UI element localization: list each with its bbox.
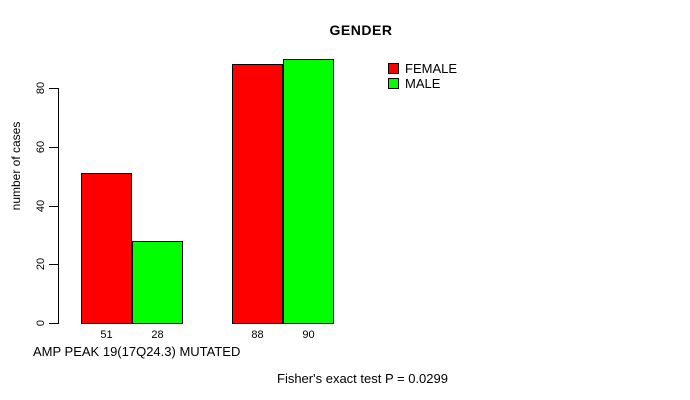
- x-axis-label: AMP PEAK 19(17Q24.3) MUTATED: [33, 344, 241, 359]
- bar-female-group-2: [232, 64, 283, 324]
- female-color-swatch: [388, 63, 399, 74]
- y-tick-mark: [49, 264, 58, 266]
- bar-value-label: 51: [100, 329, 113, 341]
- y-tick-mark: [49, 146, 58, 148]
- y-axis-label: number of cases: [9, 121, 23, 211]
- y-tick-label: 0: [35, 319, 47, 327]
- bar-value-label: 28: [151, 329, 164, 341]
- stat-annotation: Fisher's exact test P = 0.0299: [277, 371, 448, 386]
- y-tick-label: 40: [35, 199, 47, 212]
- bar-value-label: 88: [251, 329, 264, 341]
- y-tick-label: 80: [35, 81, 47, 95]
- bar-male-group-1: [132, 241, 183, 324]
- legend-label: MALE: [405, 76, 441, 91]
- y-axis-line: [58, 88, 59, 324]
- y-tick-label: 20: [35, 258, 47, 271]
- chart-title: GENDER: [329, 22, 393, 38]
- bar-female-group-1: [81, 173, 132, 324]
- legend-item: MALE: [388, 76, 457, 91]
- y-tick-label: 60: [35, 140, 47, 153]
- male-color-swatch: [388, 78, 399, 89]
- y-tick-mark: [49, 323, 58, 324]
- bar-male-group-2: [283, 59, 334, 324]
- legend: FEMALE MALE: [388, 61, 457, 91]
- y-tick-mark: [49, 88, 58, 89]
- bar-value-label: 90: [302, 329, 315, 341]
- legend-label: FEMALE: [405, 61, 458, 76]
- y-tick-mark: [49, 205, 58, 207]
- legend-item: FEMALE: [388, 61, 457, 76]
